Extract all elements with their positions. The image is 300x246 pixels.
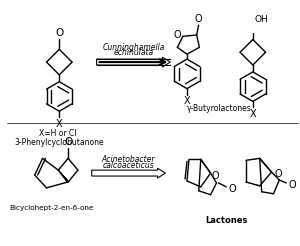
Polygon shape	[246, 182, 262, 186]
Text: X: X	[250, 109, 256, 119]
Text: X: X	[184, 96, 190, 107]
Polygon shape	[246, 158, 262, 160]
Text: Cunninghamella: Cunninghamella	[102, 43, 165, 52]
Text: O: O	[288, 180, 296, 190]
Text: O: O	[212, 171, 219, 181]
Text: Acinetobacter: Acinetobacter	[102, 155, 155, 164]
Text: O: O	[64, 137, 72, 147]
Text: Lactones: Lactones	[205, 216, 248, 225]
FancyArrow shape	[97, 57, 170, 67]
Text: O: O	[274, 169, 282, 179]
Text: O: O	[55, 28, 63, 38]
Text: O: O	[195, 14, 203, 24]
Polygon shape	[58, 170, 70, 182]
Text: Bicyclohept-2-en-6-one: Bicyclohept-2-en-6-one	[9, 204, 94, 211]
Text: γ-Butyrolactones: γ-Butyrolactones	[187, 104, 252, 113]
FancyArrow shape	[92, 168, 165, 178]
Text: 3-Phenylcyclobutanone: 3-Phenylcyclobutanone	[14, 138, 104, 147]
Text: echinulata: echinulata	[113, 48, 154, 57]
Text: calcoaceticus: calcoaceticus	[103, 161, 154, 170]
Text: X: X	[56, 119, 63, 129]
Text: OH: OH	[255, 15, 268, 24]
Text: O: O	[173, 30, 181, 40]
Text: X=H or Cl: X=H or Cl	[39, 129, 76, 138]
Text: O: O	[228, 184, 236, 194]
